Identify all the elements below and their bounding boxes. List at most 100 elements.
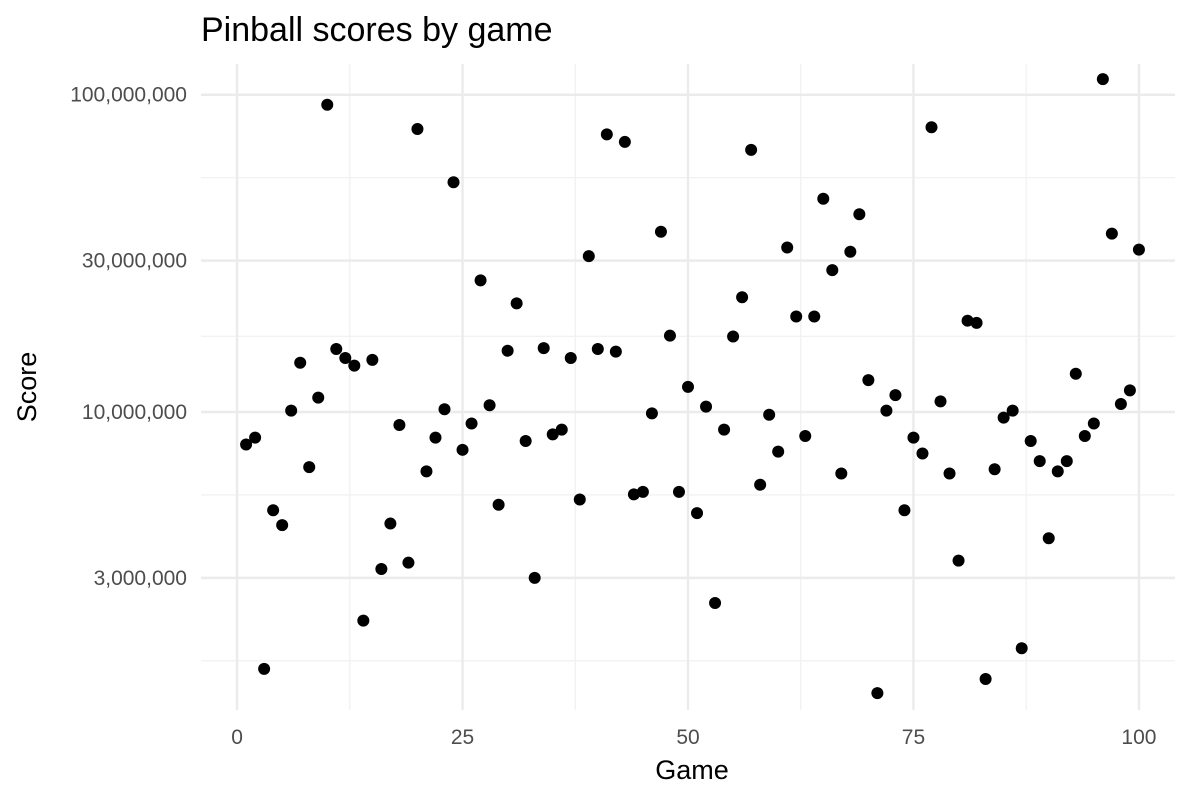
data-point (258, 662, 271, 675)
y-tick-label: 10,000,000 (82, 401, 187, 424)
data-point (799, 430, 812, 443)
data-point (420, 465, 433, 478)
data-point (997, 411, 1010, 424)
data-point (1006, 404, 1019, 417)
y-tick-label: 30,000,000 (82, 250, 187, 273)
data-point (979, 673, 992, 686)
data-point (591, 342, 604, 355)
data-point (961, 314, 974, 327)
data-point (339, 351, 352, 364)
data-point (528, 571, 541, 584)
data-point (682, 380, 694, 393)
data-point (429, 431, 442, 444)
data-point (880, 404, 893, 417)
data-point (240, 438, 253, 451)
data-point (871, 687, 884, 700)
data-point (1042, 532, 1055, 545)
data-point (321, 98, 334, 111)
data-point (276, 519, 289, 532)
data-point (411, 122, 424, 135)
data-point (564, 351, 577, 364)
data-point (1060, 455, 1073, 468)
data-point (249, 431, 262, 444)
data-point (456, 443, 469, 456)
data-point (519, 435, 532, 448)
data-point (573, 493, 586, 506)
data-point (375, 562, 388, 575)
data-point (1123, 384, 1136, 397)
y-axis-title: Score (12, 352, 42, 423)
data-point (916, 447, 929, 460)
data-point (645, 407, 658, 420)
data-point (438, 403, 451, 416)
data-point (970, 316, 983, 329)
data-point (781, 241, 794, 254)
data-point (817, 192, 830, 205)
data-point (537, 342, 550, 355)
data-point (808, 310, 821, 323)
data-point (1033, 455, 1046, 468)
data-point (889, 389, 902, 402)
data-point (312, 391, 325, 404)
data-point (835, 467, 848, 480)
data-point (1087, 417, 1100, 430)
data-point (501, 344, 514, 357)
data-point (393, 418, 406, 431)
data-point (826, 264, 839, 277)
data-point (772, 445, 785, 458)
y-tick-label: 3,000,000 (94, 567, 187, 590)
data-point (510, 297, 523, 310)
data-point (700, 400, 713, 413)
data-point (1105, 227, 1118, 240)
data-point (627, 488, 640, 501)
data-point (402, 556, 415, 569)
data-point (654, 225, 667, 238)
data-point (618, 135, 631, 148)
data-point (718, 423, 731, 436)
data-point (1024, 435, 1037, 448)
x-tick-label: 75 (902, 726, 925, 749)
x-tick-label: 100 (1121, 726, 1156, 749)
data-point (691, 507, 704, 520)
data-point (555, 423, 568, 436)
data-point (483, 399, 496, 412)
data-point (1015, 642, 1028, 655)
data-point (672, 485, 685, 498)
data-point (934, 395, 947, 408)
x-tick-label: 25 (451, 726, 474, 749)
data-point (1069, 367, 1082, 380)
data-point (862, 374, 875, 387)
y-tick-label: 100,000,000 (70, 84, 187, 107)
data-point (357, 614, 370, 627)
data-point (1078, 430, 1091, 443)
data-point (330, 342, 343, 355)
data-point (790, 310, 803, 323)
data-point (1114, 397, 1127, 410)
data-point (1132, 243, 1145, 256)
x-axis-title: Game (655, 755, 729, 785)
y-axis-tick-labels: 3,000,000 10,000,000 30,000,000 100,000,000 (70, 84, 187, 590)
data-point (636, 485, 649, 498)
data-point (267, 504, 280, 517)
data-point (952, 554, 965, 567)
data-points (240, 73, 1145, 700)
data-point (600, 128, 613, 141)
data-point (447, 176, 460, 189)
data-point (384, 517, 397, 530)
data-point (745, 143, 758, 156)
data-point (285, 404, 298, 417)
data-point (898, 504, 911, 517)
data-point (844, 245, 857, 258)
data-point (546, 428, 559, 441)
data-point (853, 208, 866, 221)
data-point (736, 291, 749, 304)
x-axis-tick-labels: 0 25 50 75 100 (231, 726, 1156, 749)
x-tick-label: 0 (231, 726, 243, 749)
data-point (925, 121, 938, 134)
data-point (582, 250, 595, 263)
x-tick-label: 50 (676, 726, 699, 749)
data-point (988, 463, 1001, 476)
data-point (348, 359, 361, 372)
data-point (609, 345, 622, 358)
